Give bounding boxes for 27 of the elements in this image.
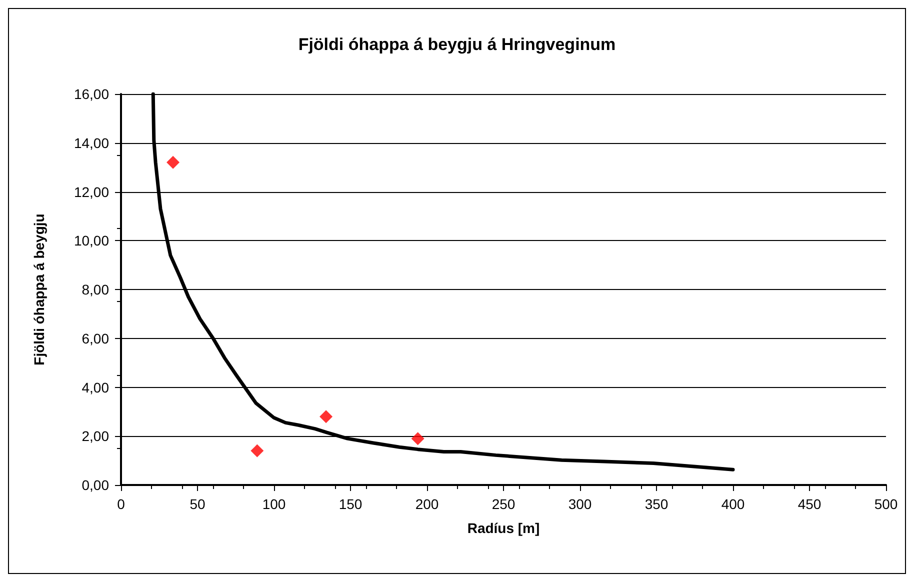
x-tick-label: 450: [798, 496, 822, 512]
point: [166, 156, 180, 169]
x-tick-label: 350: [644, 496, 668, 512]
y-tick-label: 16,00: [74, 86, 110, 102]
y-axis-title: Fjöldi óhappa á beygju: [31, 214, 47, 366]
x-tick-label: 200: [415, 496, 439, 512]
y-tick-label: 14,00: [74, 134, 110, 151]
x-tick-label: 50: [190, 496, 206, 512]
y-tick-label: 8,00: [82, 282, 110, 298]
y-tick-label: 0,00: [82, 477, 110, 493]
x-tick-label: 0: [117, 496, 126, 512]
x-tick-label: 100: [262, 496, 286, 512]
point: [250, 444, 264, 458]
x-tick-label: 400: [721, 496, 745, 512]
y-tick-label: 6,00: [82, 330, 110, 346]
x-axis-title: Radíus [m]: [467, 520, 540, 536]
point: [320, 410, 333, 424]
point: [411, 432, 424, 446]
x-tick-label: 150: [338, 496, 362, 512]
x-tick-label: 500: [874, 496, 898, 512]
y-tick-label: 2,00: [82, 428, 110, 444]
x-tick-label: 250: [492, 496, 516, 512]
chart-title: Fjöldi óhappa á beygju á Hringveginum: [298, 35, 616, 54]
y-tick-label: 12,00: [74, 184, 110, 200]
x-tick-label: 300: [568, 496, 592, 512]
y-tick-label: 10,00: [74, 232, 110, 249]
y-tick-label: 4,00: [82, 379, 110, 396]
